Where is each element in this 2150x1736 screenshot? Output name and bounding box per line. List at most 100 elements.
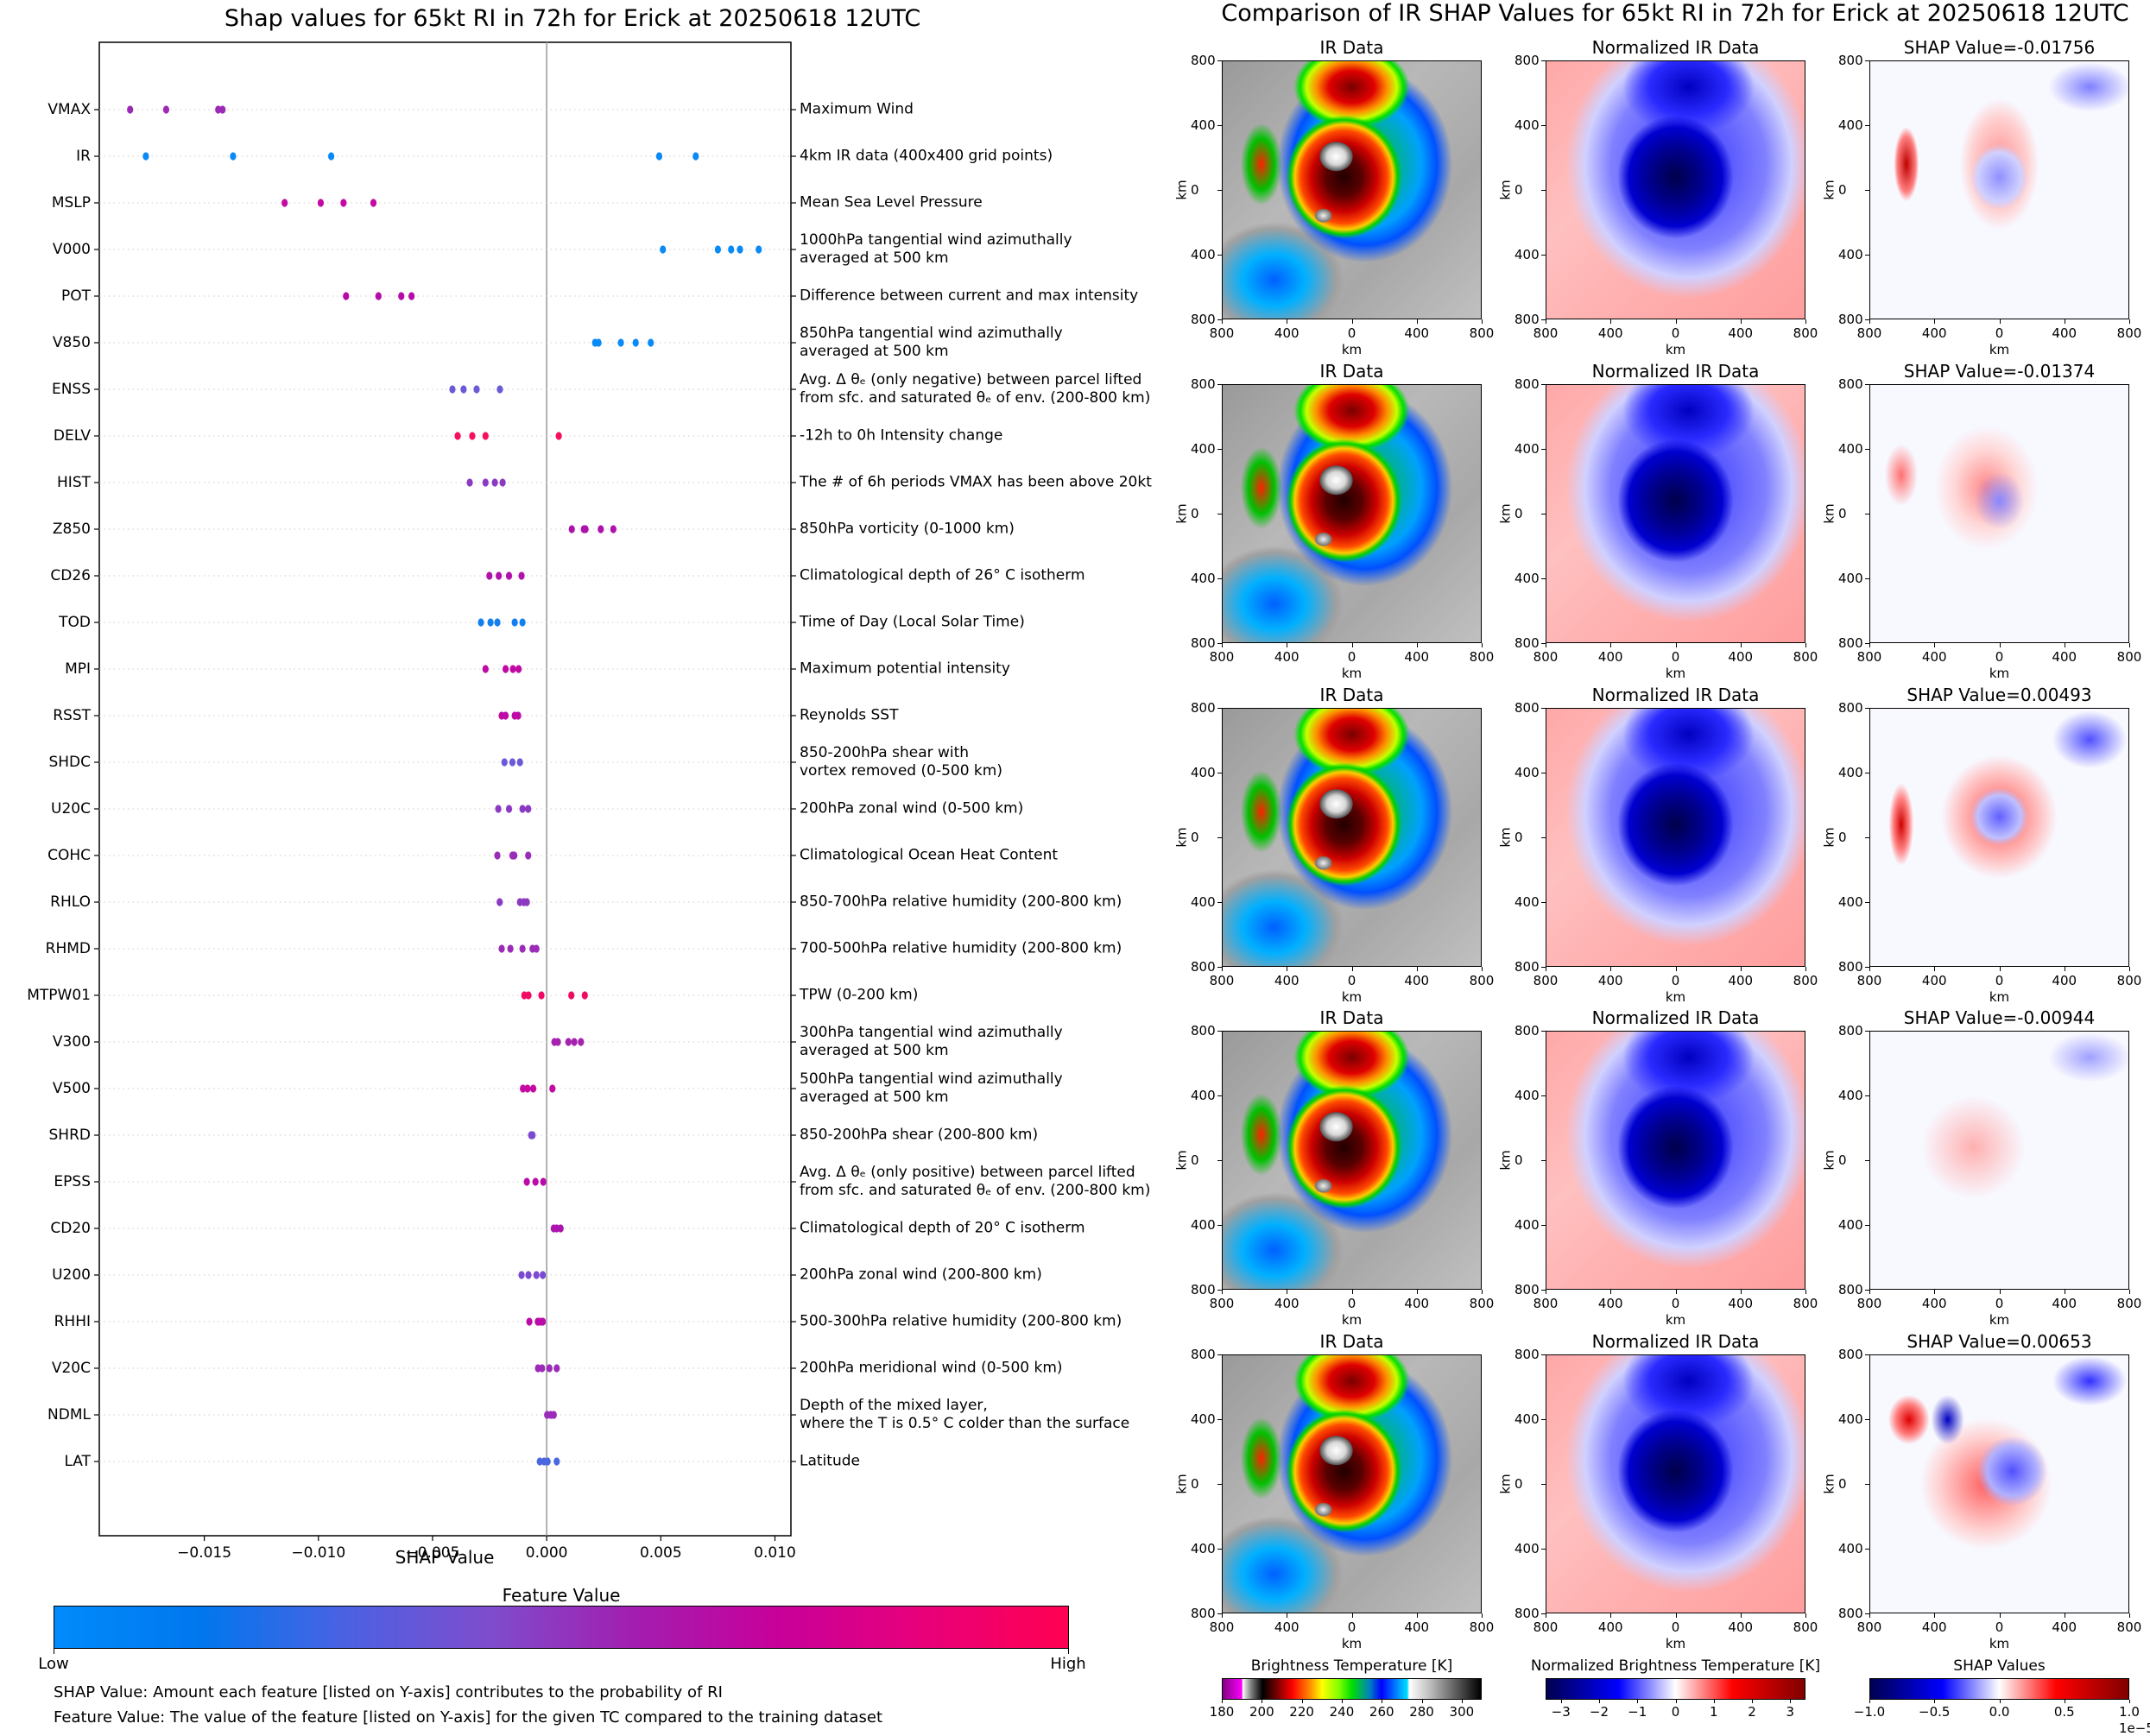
colorbar-offset-label: 1e−5 xyxy=(2119,1720,2150,1736)
panel-x-tick-label: 800 xyxy=(1209,1619,1235,1635)
shap-map-image xyxy=(1869,708,2129,967)
panel-y-tick xyxy=(1865,1613,1869,1614)
panel-x-tick-label: 400 xyxy=(1921,1619,1947,1635)
feature-label-ir: IR xyxy=(76,148,91,165)
shap-point-mtpw01 xyxy=(581,991,588,1000)
panel-x-tick xyxy=(1934,319,1936,324)
panel-y-tick-label: 400 xyxy=(1191,1217,1216,1233)
panel-x-tick xyxy=(1416,319,1418,324)
panel-y-tick-label: 0 xyxy=(1838,182,1847,198)
shap-point-rhmd xyxy=(533,944,540,953)
ir-data-image xyxy=(1222,1354,1482,1613)
shap-point-mpi xyxy=(515,665,522,673)
feature-label-rsst: RSST xyxy=(53,707,91,724)
shap-point-lat xyxy=(536,1457,543,1466)
panel-x-tick-label: 800 xyxy=(2116,1296,2142,1311)
feature-description-rhhi: 500-300hPa relative humidity (200-800 km… xyxy=(800,1312,1122,1330)
shap-point-u200 xyxy=(525,1271,532,1279)
panel-x-tick xyxy=(1805,1290,1806,1294)
feature-description-cohc: Climatological Ocean Heat Content xyxy=(800,846,1059,864)
panel-x-tick xyxy=(1675,1613,1677,1618)
panel-y-tick xyxy=(1541,1484,1546,1485)
panel-x-tick-label: 400 xyxy=(1597,325,1623,341)
panel-x-tick xyxy=(1610,1613,1612,1618)
shap-point-z850 xyxy=(598,525,604,533)
panel-y-tick-label: 0 xyxy=(1191,182,1199,198)
panel-y-tick xyxy=(1217,1225,1222,1226)
panel-x-tick xyxy=(1482,1290,1483,1294)
shap-panel-title: SHAP Value=0.00653 xyxy=(1907,1331,2092,1352)
panel-y-axis-label: km xyxy=(1821,1474,1837,1494)
panel-y-tick xyxy=(1217,967,1222,968)
panel-y-tick xyxy=(1541,1095,1546,1096)
panel-y-tick xyxy=(1541,1613,1546,1614)
panel-x-tick-label: 800 xyxy=(1209,649,1235,665)
panel-y-tick xyxy=(1865,319,1869,320)
panel-x-tick-label: 800 xyxy=(2116,649,2142,665)
shap-point-mslp xyxy=(281,199,288,207)
panel-y-tick-label: 800 xyxy=(1838,1606,1863,1621)
panel-y-tick xyxy=(1217,449,1222,450)
shap-point-delv xyxy=(454,432,461,440)
shap-panel-title: SHAP Value=0.00493 xyxy=(1907,685,2092,705)
panel-y-tick-label: 800 xyxy=(1191,376,1216,392)
panel-x-tick-label: 0 xyxy=(1995,325,2004,341)
colorbar-tick-label: 2 xyxy=(1748,1704,1756,1720)
shap-x-axis-label: SHAP Value xyxy=(395,1547,495,1568)
colorbar-tick xyxy=(1713,1700,1715,1703)
panel-y-tick xyxy=(1541,255,1546,256)
panel-y-tick-label: 800 xyxy=(1191,635,1216,651)
panel-x-axis-label: km xyxy=(1341,1636,1363,1651)
shap-point-tod xyxy=(487,618,494,627)
panel-x-tick xyxy=(1482,967,1483,971)
panel-y-tick xyxy=(1217,1549,1222,1550)
panel-x-tick xyxy=(1934,643,1936,647)
shap-point-mtpw01 xyxy=(538,991,545,1000)
feature-description-v500: 500hPa tangential wind azimuthally avera… xyxy=(800,1070,1063,1106)
ir-data-image xyxy=(1222,1031,1482,1290)
feature-label-z850: Z850 xyxy=(52,521,91,538)
panel-y-axis-label: km xyxy=(1497,180,1514,200)
panel-y-tick-label: 800 xyxy=(1838,1023,1863,1038)
feature-label-v850: V850 xyxy=(52,334,91,351)
colorbar-tick xyxy=(1752,1700,1754,1703)
panel-y-tick-label: 800 xyxy=(1838,635,1863,651)
panel-y-tick xyxy=(1217,837,1222,838)
panel-y-tick xyxy=(1865,708,1869,709)
normalized-ir-panel-title: Normalized IR Data xyxy=(1591,1007,1760,1028)
panel-x-tick xyxy=(1482,643,1483,647)
shap-point-cd26 xyxy=(518,571,525,580)
shap-point-rhmd xyxy=(498,944,505,953)
panel-y-tick-label: 800 xyxy=(1514,53,1540,68)
shap-point-v000 xyxy=(728,245,735,254)
panel-y-tick-label: 400 xyxy=(1514,571,1540,586)
colorbar-tick xyxy=(2129,1700,2130,1703)
panel-y-tick xyxy=(1541,1354,1546,1355)
panel-y-tick-label: 0 xyxy=(1514,830,1523,845)
feature-label-tod: TOD xyxy=(59,614,91,631)
panel-y-tick xyxy=(1865,902,1869,903)
shap-point-rhmd xyxy=(519,944,526,953)
feature-description-mslp: Mean Sea Level Pressure xyxy=(800,193,983,211)
shap-point-cd20 xyxy=(557,1224,564,1233)
panel-y-tick-label: 400 xyxy=(1191,247,1216,262)
panel-y-tick-label: 400 xyxy=(1514,1088,1540,1103)
panel-x-tick xyxy=(1351,1290,1353,1294)
x-tick-label: −0.015 xyxy=(177,1544,232,1562)
shap-point-lat xyxy=(544,1457,551,1466)
shap-point-u200 xyxy=(540,1271,547,1279)
shap-point-tod xyxy=(511,618,518,627)
shap-point-pot xyxy=(375,292,382,300)
shap-point-hist xyxy=(466,478,473,487)
panel-y-tick xyxy=(1541,1419,1546,1420)
shap-point-mslp xyxy=(317,199,325,207)
panel-x-tick-label: 400 xyxy=(1921,325,1947,341)
shap-panel-title: SHAP Value=-0.01374 xyxy=(1903,361,2096,382)
panel-y-tick xyxy=(1541,837,1546,838)
panel-y-axis-label: km xyxy=(1821,1150,1837,1171)
panel-x-axis-label: km xyxy=(1665,1312,1686,1328)
x-tick-label: 0.005 xyxy=(639,1544,682,1562)
panel-y-tick-label: 400 xyxy=(1191,441,1216,457)
panel-x-tick-label: 400 xyxy=(1274,973,1299,988)
normalized-ir-panel-title: Normalized IR Data xyxy=(1591,1331,1760,1352)
